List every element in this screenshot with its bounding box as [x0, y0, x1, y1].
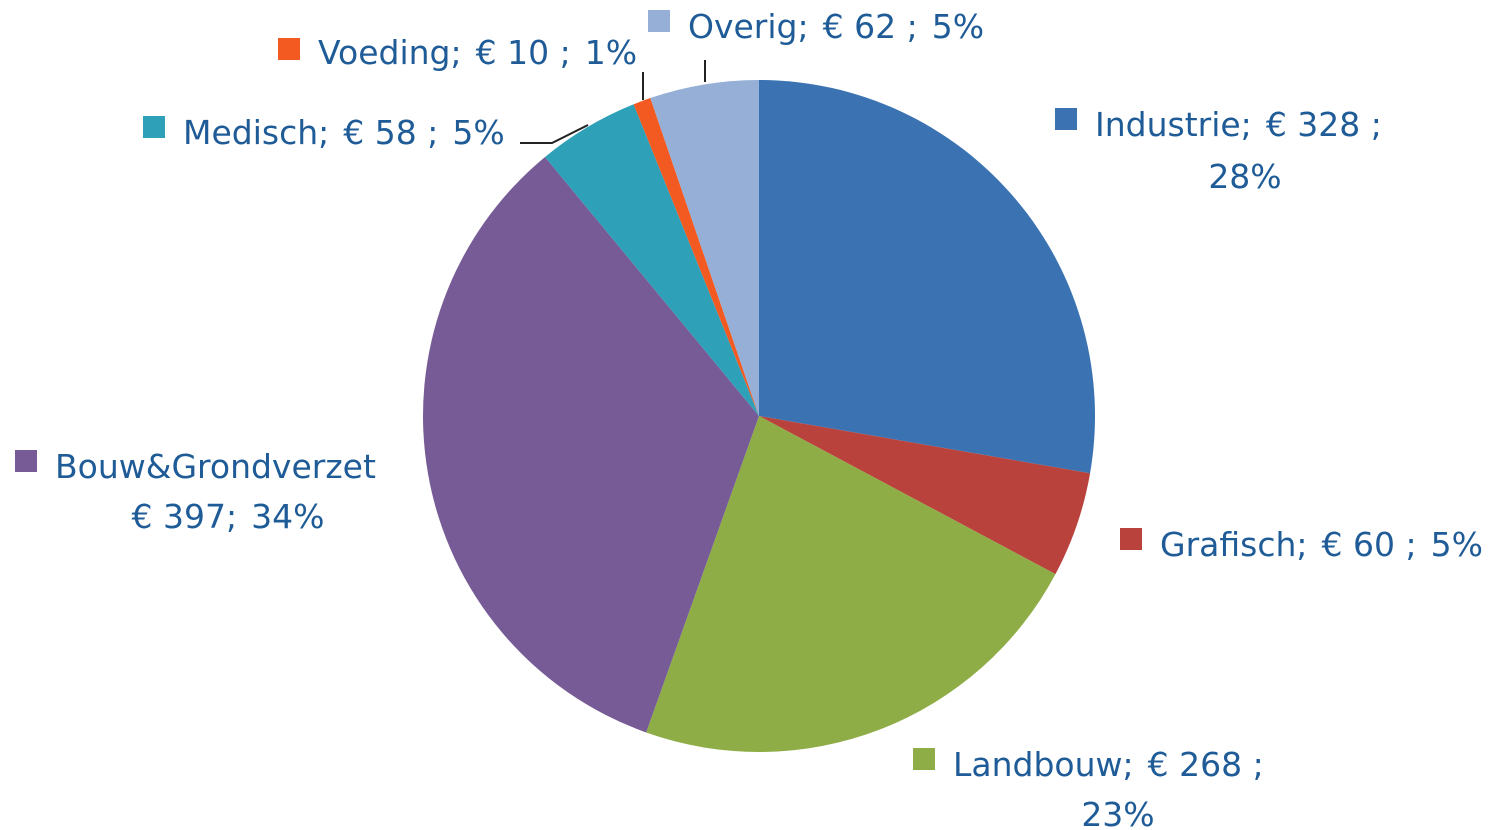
labels: Industrie; € 328 ; 28% Grafisch; € 60 ; 5% Lan…	[15, 7, 1483, 830]
data-label: 28%	[1208, 157, 1281, 196]
data-label: 23%	[1081, 795, 1154, 830]
data-label-part: 34%	[251, 497, 324, 536]
data-label: Grafisch; € 60 ; 5%	[1160, 525, 1483, 564]
pie-slice	[423, 156, 759, 733]
data-label-part: Overig;	[688, 7, 809, 46]
data-label-part: Voeding;	[318, 33, 462, 72]
data-label-part: Landbouw;	[953, 745, 1134, 784]
pie	[423, 80, 1095, 753]
pie-slice	[633, 98, 759, 417]
legend-key	[1120, 528, 1142, 550]
legend-key	[278, 38, 300, 60]
data-label: Industrie; € 328 ;	[1095, 105, 1382, 144]
data-label-part: € 328 ;	[1266, 105, 1382, 144]
data-label-part: € 60 ;	[1322, 525, 1417, 564]
data-label-part: € 268 ;	[1148, 745, 1264, 784]
legend-key	[1055, 108, 1077, 130]
data-label: Medisch; € 58 ; 5%	[183, 113, 505, 152]
data-label-part: 5%	[1431, 525, 1483, 564]
data-label-part: Medisch;	[183, 113, 329, 152]
data-label: Overig; € 62 ; 5%	[688, 7, 984, 46]
legend-key	[913, 748, 935, 770]
leader-line	[520, 124, 589, 144]
data-label-part: € 397;	[132, 497, 238, 536]
data-label-part: Industrie;	[1095, 105, 1252, 144]
data-label-part: 28%	[1208, 157, 1281, 196]
data-label-part: € 58 ;	[343, 113, 438, 152]
data-label-part: 5%	[452, 113, 504, 152]
pie-slice	[650, 80, 759, 416]
data-label-part: 23%	[1081, 795, 1154, 830]
legend-key	[648, 10, 670, 32]
data-label: € 397; 34%	[132, 497, 325, 536]
data-label-part: Bouw&Grondverzet	[55, 447, 376, 486]
data-label: Voeding; € 10 ; 1%	[318, 33, 637, 72]
pie-slice	[545, 104, 759, 416]
data-label-part: € 10 ;	[476, 33, 571, 72]
pie-slice	[759, 80, 1095, 474]
legend-key	[143, 116, 165, 138]
data-label: Bouw&Grondverzet	[55, 447, 376, 486]
legend-key	[15, 450, 37, 472]
data-label-part: € 62 ;	[823, 7, 918, 46]
data-label: Landbouw; € 268 ;	[953, 745, 1264, 784]
pie-slice	[759, 416, 1091, 575]
data-label-part: 5%	[932, 7, 984, 46]
pie-slice	[646, 416, 1056, 753]
data-label-part: Grafisch;	[1160, 525, 1308, 564]
data-label-part: 1%	[585, 33, 637, 72]
